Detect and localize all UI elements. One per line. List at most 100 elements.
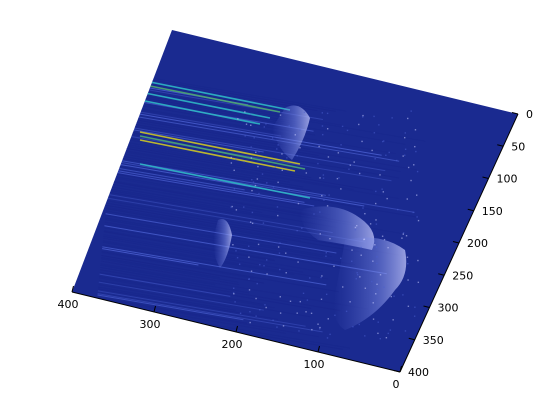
surface-speckle	[299, 147, 301, 149]
surface-streak	[108, 179, 327, 218]
surface-speckle	[406, 256, 409, 258]
surface-speckle	[345, 310, 348, 313]
surface-speckle	[276, 206, 279, 208]
surface-speckle	[336, 177, 339, 180]
bottom-axis-tick-label: 200	[222, 338, 243, 351]
surface-streak	[114, 122, 401, 173]
surface-speckle	[296, 229, 298, 232]
surface-speckle	[319, 326, 321, 329]
surface-speckle	[313, 213, 315, 215]
surface-speckle	[319, 177, 321, 179]
surface-speckle	[392, 319, 394, 321]
surface-speckle	[256, 178, 259, 180]
surface-speckle	[358, 172, 361, 175]
surface-streak	[99, 272, 312, 309]
surface-streak	[103, 231, 275, 262]
surface-speckle	[381, 140, 384, 143]
surface-speckle	[279, 242, 281, 244]
surface-speckle	[297, 261, 299, 263]
surface-speckle	[381, 188, 383, 190]
surface-speckle	[256, 282, 258, 285]
surface-streak	[98, 280, 311, 318]
surface-speckle	[266, 259, 268, 261]
surface-speckle	[327, 156, 330, 158]
surface-speckle	[415, 150, 417, 153]
surface-speckle	[318, 328, 321, 330]
surface-speckle	[375, 293, 377, 295]
surface-speckle	[376, 283, 378, 286]
surface-streak	[111, 151, 290, 183]
surface-streak	[98, 288, 279, 320]
surface-speckle	[279, 268, 281, 271]
surface-speckle	[325, 252, 327, 254]
surface-speckle	[382, 191, 385, 193]
surface-speckle	[276, 148, 278, 150]
surface-speckle	[351, 260, 353, 263]
surface-speckle	[348, 168, 350, 170]
surface-speckle	[288, 125, 290, 127]
surface-speckle	[396, 159, 398, 162]
surface-speckle	[349, 301, 351, 303]
surface-speckle	[326, 128, 329, 130]
surface-speckle	[417, 259, 419, 262]
surface-speckle	[326, 337, 329, 339]
surface-speckle	[233, 287, 235, 290]
surface-speckle	[320, 298, 323, 300]
surface-speckle	[372, 318, 375, 320]
surface-speckle	[277, 246, 280, 248]
surface-speckle	[379, 274, 382, 276]
surface-streak	[102, 240, 329, 280]
surface-speckle	[298, 330, 300, 332]
right-axis-tick-label: 300	[438, 302, 459, 315]
surface-streak	[112, 141, 250, 166]
bottom-axis-tick-label: 300	[140, 318, 161, 331]
surface-streak	[104, 223, 286, 256]
surface-speckle	[360, 246, 362, 249]
surface-speckle	[329, 237, 331, 240]
surface-streak	[111, 153, 304, 188]
surface-streak	[101, 257, 220, 279]
surface-streak	[114, 126, 264, 153]
surface-speckle	[236, 256, 239, 259]
surface-streak	[106, 202, 319, 240]
surface-speckle	[340, 188, 342, 190]
surface-speckle	[374, 244, 376, 246]
surface-streak	[110, 164, 419, 218]
surface-speckle	[372, 260, 374, 262]
surface-speckle	[251, 179, 253, 181]
surface-speckle	[407, 117, 409, 120]
surface-speckle	[277, 181, 279, 184]
surface-streak	[116, 105, 396, 155]
surface-speckle	[238, 263, 241, 265]
surface-speckle	[299, 300, 301, 303]
surface-speckle	[390, 295, 392, 298]
right-axis-tick-label: 100	[497, 173, 518, 186]
surface-streak	[110, 160, 415, 213]
surface-streak	[109, 168, 305, 203]
surface-speckle	[375, 219, 377, 221]
surface-streak	[103, 237, 304, 273]
surface-streak	[99, 277, 275, 309]
surface-speckle	[402, 294, 404, 296]
surface-speckle	[362, 207, 364, 209]
surface-streak	[108, 185, 263, 214]
surface-speckle	[379, 337, 382, 340]
surface-speckle	[296, 155, 298, 157]
surface-speckle	[261, 173, 264, 175]
surface-speckle	[249, 113, 252, 116]
surface-speckle	[417, 219, 420, 222]
surface-streak	[103, 234, 323, 273]
surface-streak	[115, 115, 311, 150]
surface-streak	[115, 109, 382, 156]
surface-streak	[99, 269, 341, 312]
surface-streak	[106, 206, 301, 241]
surface-speckle	[278, 252, 281, 254]
surface-speckle	[309, 277, 311, 279]
surface-speckle	[377, 332, 379, 335]
surface-speckle	[320, 276, 322, 279]
bottom-axis-tick	[153, 305, 156, 313]
surface-speckle	[407, 262, 409, 265]
surface-speckle	[251, 222, 254, 225]
surface-streak	[111, 156, 312, 192]
surface-streak	[117, 91, 301, 124]
